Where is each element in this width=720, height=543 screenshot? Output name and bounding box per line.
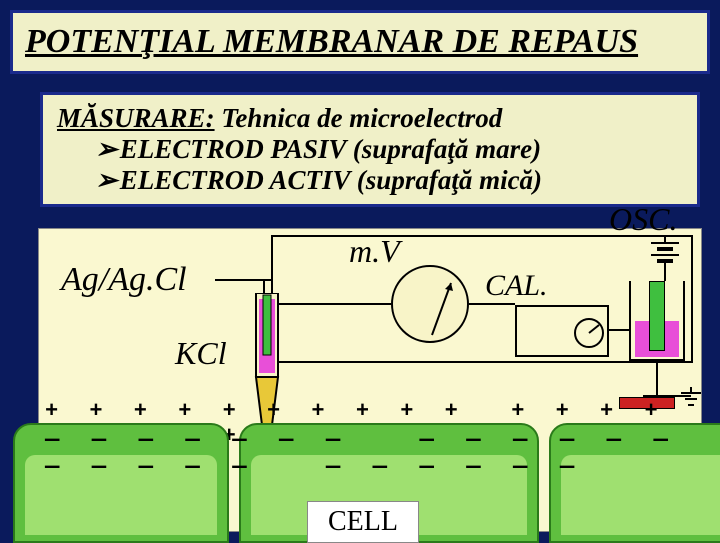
- wire: [271, 303, 391, 305]
- bullet-text: ELECTROD PASIV (suprafaţă mare): [120, 134, 541, 164]
- bullet-item: ➢ ELECTROD PASIV (suprafaţă mare): [95, 134, 683, 165]
- page-title: POTENŢIAL MEMBRANAR DE REPAUS: [25, 23, 638, 61]
- mv-meter: [391, 265, 469, 343]
- measurement-label: MĂSURARE:: [57, 103, 215, 133]
- arrow-icon: ➢: [95, 134, 113, 165]
- bullet-item: ➢ ELECTROD ACTIV (suprafaţă mică): [95, 165, 683, 196]
- beaker-electrode: [649, 281, 665, 351]
- measurement-technique: Tehnica de microelectrod: [215, 103, 503, 133]
- wire: [609, 329, 629, 331]
- title-box: POTENŢIAL MEMBRANAR DE REPAUS: [10, 10, 710, 74]
- bullet-text: ELECTROD ACTIV (suprafaţă mică): [120, 165, 542, 195]
- label-kcl: KCl: [175, 335, 227, 372]
- needle-icon: [393, 267, 471, 345]
- label-cell: CELL: [307, 501, 419, 543]
- label-mv: m.V: [349, 233, 400, 270]
- measurement-heading: MĂSURARE: Tehnica de microelectrod: [57, 103, 683, 134]
- minus-charges: — — — — — — — — — — — — — — — — — — — — …: [45, 427, 695, 481]
- label-cal: CAL.: [485, 269, 548, 303]
- diagram-area: Ag/Ag.Cl KCl m.V OSC. CAL.: [38, 228, 702, 532]
- cal-knob-icon: [517, 307, 611, 359]
- label-agagcl: Ag/Ag.Cl: [61, 261, 187, 299]
- wire: [664, 261, 666, 281]
- cal-box: [515, 305, 609, 357]
- measurement-box: MĂSURARE: Tehnica de microelectrod ➢ ELE…: [40, 92, 700, 207]
- label-osc: OSC.: [609, 201, 677, 238]
- wire: [656, 361, 658, 397]
- wire: [469, 303, 515, 305]
- beaker: [629, 281, 685, 361]
- arrow-icon: ➢: [95, 165, 113, 196]
